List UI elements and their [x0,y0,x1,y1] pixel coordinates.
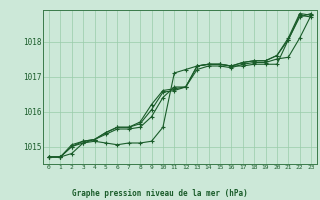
Text: Graphe pression niveau de la mer (hPa): Graphe pression niveau de la mer (hPa) [72,189,248,198]
